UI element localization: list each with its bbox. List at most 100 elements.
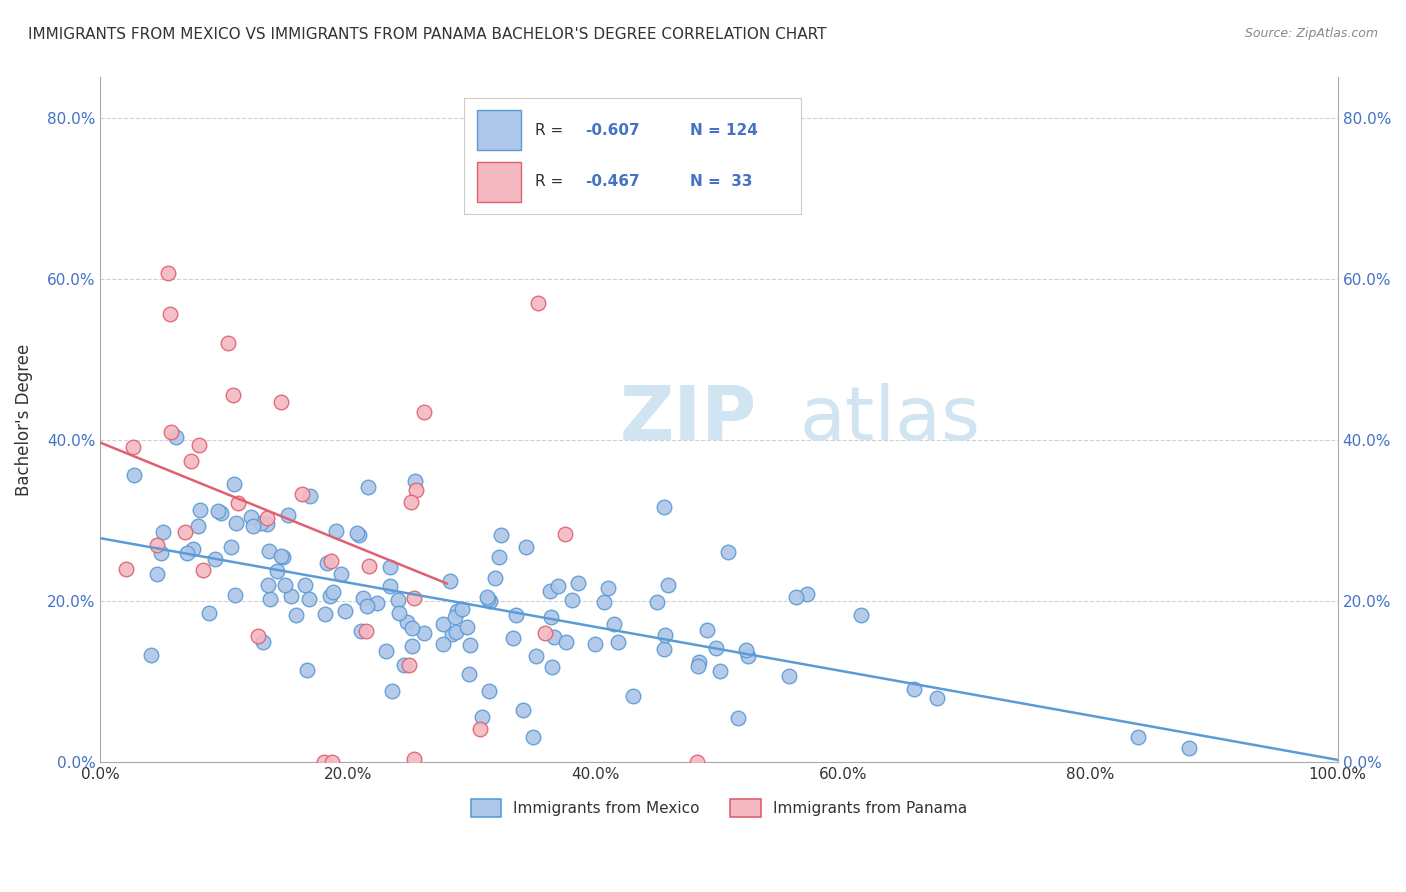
Point bbox=[256, 516, 278, 531]
Point bbox=[547, 579, 569, 593]
Point bbox=[190, 503, 212, 517]
Point bbox=[478, 684, 501, 698]
Point bbox=[183, 541, 205, 556]
Point bbox=[325, 524, 347, 538]
Point bbox=[541, 660, 564, 674]
Point bbox=[209, 506, 232, 520]
Point bbox=[240, 510, 263, 524]
Point bbox=[526, 296, 548, 310]
Point bbox=[727, 711, 749, 725]
Point bbox=[252, 635, 274, 649]
Point bbox=[440, 627, 463, 641]
Point bbox=[654, 628, 676, 642]
Point bbox=[375, 644, 398, 658]
Point bbox=[925, 691, 948, 706]
Point bbox=[298, 592, 321, 607]
Point bbox=[534, 626, 557, 640]
Point bbox=[456, 620, 478, 634]
Point bbox=[312, 756, 335, 770]
Point bbox=[366, 596, 388, 610]
Point bbox=[734, 643, 756, 657]
Point bbox=[401, 620, 423, 634]
Point bbox=[709, 664, 731, 678]
Point bbox=[354, 624, 377, 638]
Point bbox=[149, 545, 172, 559]
Point bbox=[274, 578, 297, 592]
Point bbox=[606, 635, 628, 649]
Point bbox=[346, 525, 368, 540]
Point bbox=[259, 544, 281, 558]
Point bbox=[250, 516, 273, 530]
Point bbox=[778, 669, 800, 683]
Point bbox=[1178, 740, 1201, 755]
Text: ZIP: ZIP bbox=[620, 384, 758, 457]
Point bbox=[388, 606, 411, 620]
Point bbox=[685, 756, 707, 770]
Point bbox=[706, 640, 728, 655]
Point bbox=[555, 635, 578, 649]
Point bbox=[152, 524, 174, 539]
Point bbox=[321, 756, 343, 770]
Text: Source: ZipAtlas.com: Source: ZipAtlas.com bbox=[1244, 27, 1378, 40]
Point bbox=[329, 566, 352, 581]
Point bbox=[451, 602, 474, 616]
Point bbox=[488, 549, 510, 564]
Point bbox=[796, 587, 818, 601]
Point bbox=[484, 571, 506, 585]
Point bbox=[387, 592, 409, 607]
Bar bbox=[478, 162, 522, 202]
Point bbox=[350, 624, 373, 638]
Point bbox=[502, 631, 524, 645]
Point bbox=[522, 731, 544, 745]
Point bbox=[554, 526, 576, 541]
Point bbox=[321, 554, 343, 568]
Point bbox=[432, 616, 454, 631]
Point bbox=[256, 511, 278, 525]
Point bbox=[225, 516, 247, 531]
Point bbox=[319, 590, 342, 604]
Point bbox=[146, 538, 169, 552]
Point bbox=[567, 575, 589, 590]
Point bbox=[543, 631, 565, 645]
Point bbox=[226, 496, 249, 510]
Point bbox=[259, 592, 281, 607]
Point bbox=[395, 615, 418, 630]
Y-axis label: Bachelor's Degree: Bachelor's Degree bbox=[15, 343, 32, 496]
Text: N = 124: N = 124 bbox=[690, 123, 758, 138]
Point bbox=[405, 483, 427, 497]
Point bbox=[561, 593, 583, 607]
Point bbox=[277, 508, 299, 523]
Point bbox=[657, 577, 679, 591]
Point bbox=[540, 609, 562, 624]
Text: -0.607: -0.607 bbox=[585, 123, 640, 138]
Text: -0.467: -0.467 bbox=[585, 174, 640, 189]
Point bbox=[471, 710, 494, 724]
Point bbox=[394, 657, 416, 672]
Point bbox=[187, 519, 209, 533]
Point bbox=[146, 567, 169, 582]
Point bbox=[187, 437, 209, 451]
Point bbox=[335, 604, 357, 618]
Point bbox=[688, 658, 710, 673]
Point bbox=[524, 649, 547, 664]
Point bbox=[298, 489, 321, 503]
Point bbox=[180, 453, 202, 467]
Point bbox=[505, 607, 527, 622]
Point bbox=[316, 556, 339, 570]
Point bbox=[124, 467, 146, 482]
Point bbox=[717, 545, 740, 559]
Point bbox=[356, 599, 378, 614]
Point bbox=[217, 335, 239, 350]
Legend: Immigrants from Mexico, Immigrants from Panama: Immigrants from Mexico, Immigrants from … bbox=[464, 792, 973, 823]
Text: atlas: atlas bbox=[800, 384, 980, 457]
Point bbox=[645, 595, 668, 609]
Point bbox=[352, 591, 374, 605]
Point bbox=[122, 440, 145, 454]
Point bbox=[491, 528, 513, 542]
Point bbox=[224, 588, 246, 602]
Point bbox=[271, 549, 294, 564]
Point bbox=[174, 524, 197, 539]
Point bbox=[314, 607, 336, 621]
Point bbox=[443, 610, 465, 624]
Point bbox=[285, 607, 308, 622]
